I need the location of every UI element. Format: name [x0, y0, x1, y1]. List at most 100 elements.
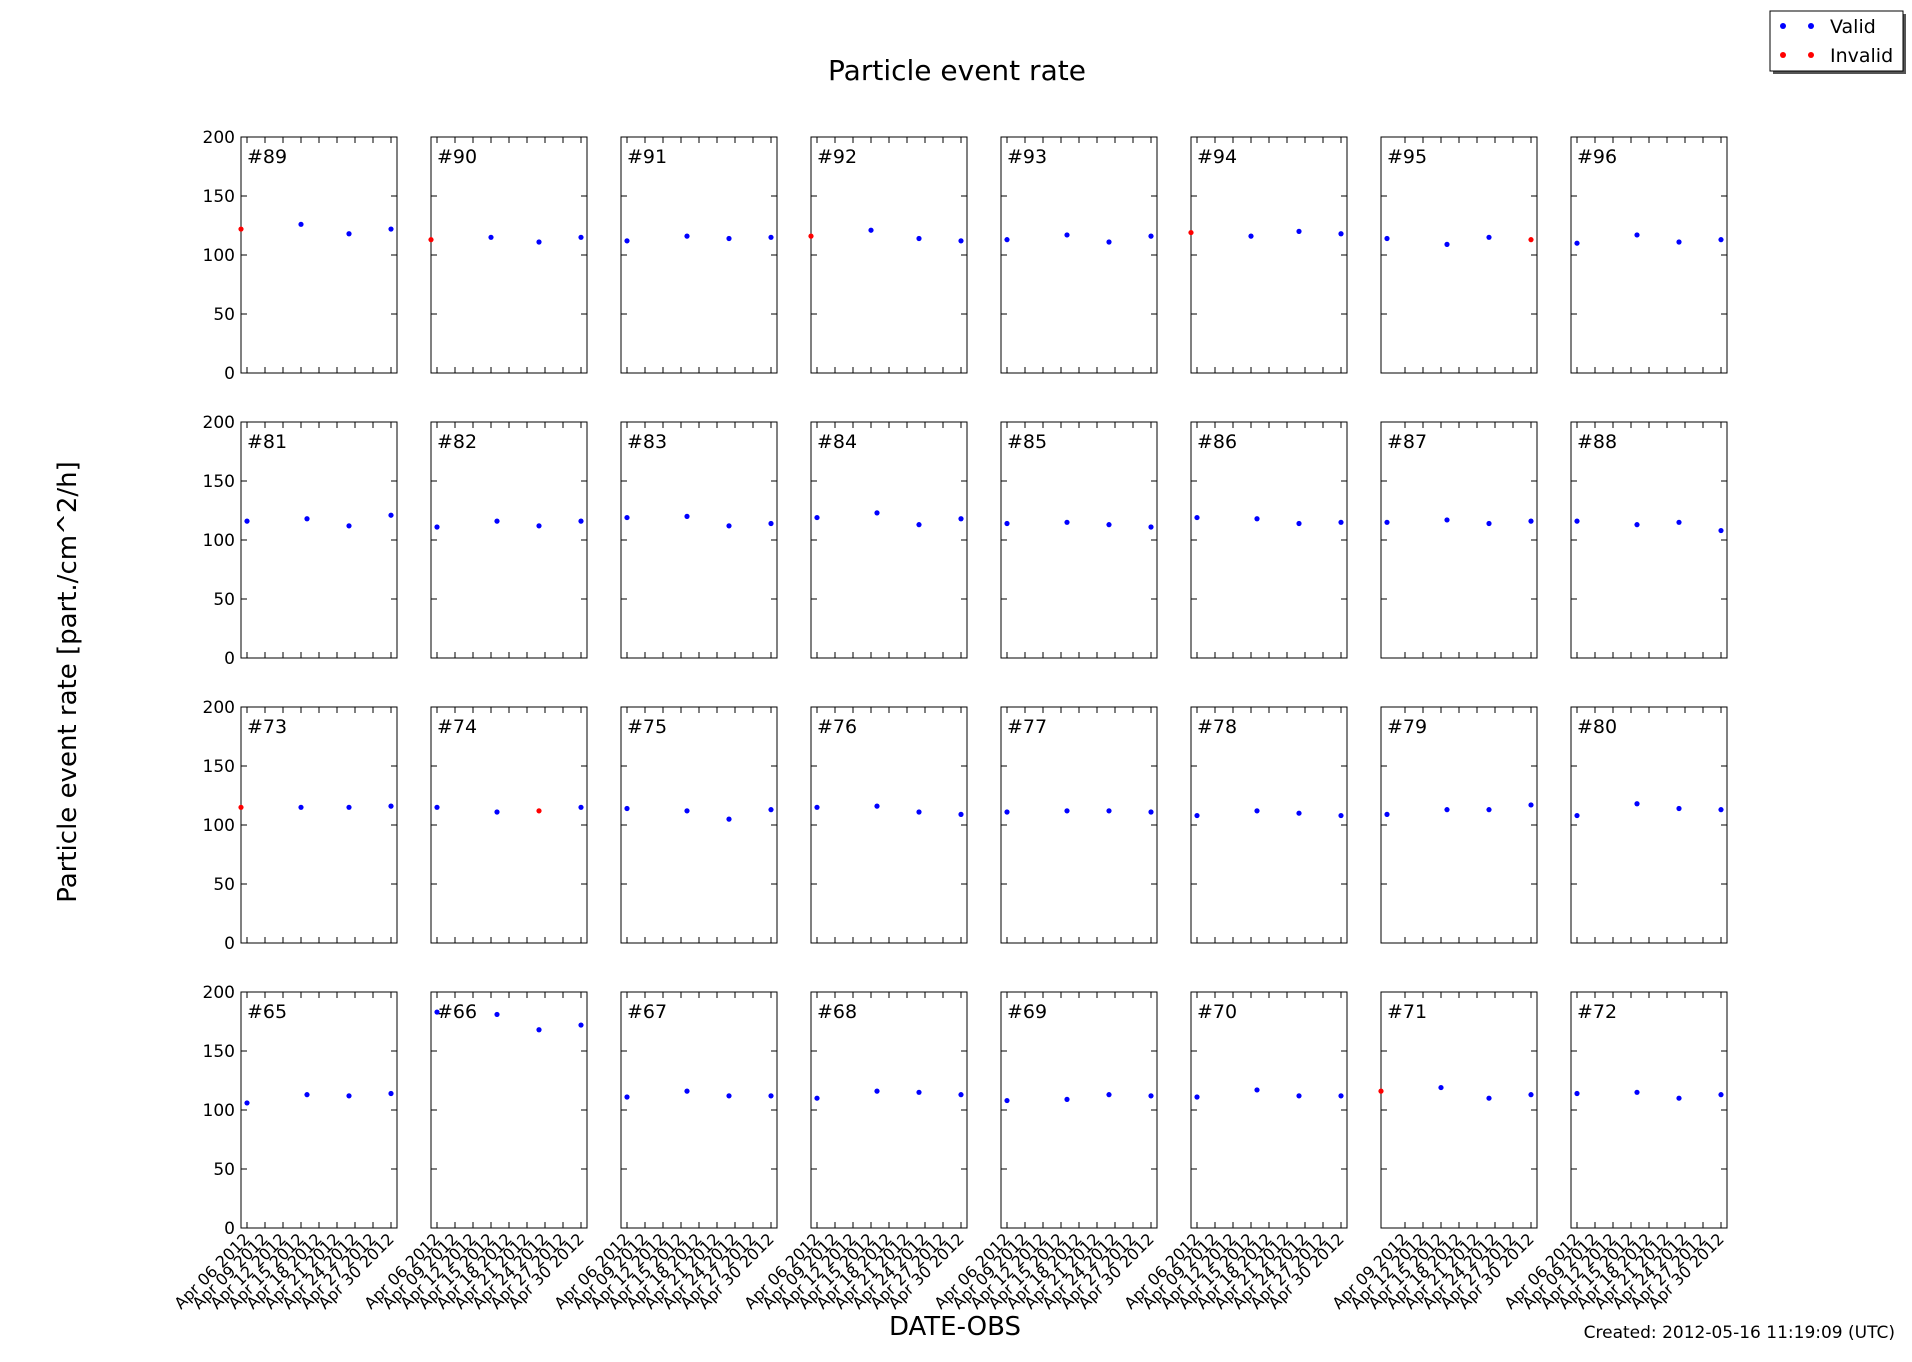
data-point-valid: [1106, 808, 1112, 814]
panel-frame: [620, 706, 778, 944]
panel-frame: [430, 421, 588, 659]
data-point-valid: [1384, 811, 1390, 817]
panel-94: #94: [1188, 136, 1348, 374]
data-point-valid: [1384, 519, 1390, 525]
y-tick-label: 200: [203, 413, 235, 433]
panel-label: #96: [1577, 146, 1617, 168]
y-tick-label: 150: [203, 472, 235, 492]
panel-label: #89: [247, 146, 287, 168]
panel-frame: [810, 136, 968, 374]
panel-83: #83: [620, 421, 778, 659]
panel-frame: [1190, 136, 1348, 374]
panel-label: #93: [1007, 146, 1047, 168]
data-point-valid: [684, 808, 690, 814]
data-point-valid: [814, 804, 820, 810]
panel-label: #74: [437, 716, 477, 738]
panel-86: #86: [1190, 421, 1348, 659]
data-point-valid: [298, 221, 304, 227]
data-point-valid: [726, 816, 732, 822]
panel-frame: [1380, 706, 1538, 944]
data-point-valid: [814, 514, 820, 521]
data-point-valid: [578, 518, 584, 524]
data-point-valid: [1574, 1090, 1580, 1097]
data-point-valid: [1634, 522, 1640, 528]
panel-87: #87: [1380, 421, 1538, 659]
data-point-valid: [1338, 812, 1344, 819]
panel-label: #81: [247, 431, 287, 453]
data-point-valid: [434, 1009, 440, 1015]
data-point-valid: [916, 809, 922, 815]
data-point-valid: [304, 1092, 310, 1098]
legend-valid-label: Valid: [1830, 16, 1876, 38]
data-point-valid: [916, 235, 922, 242]
data-point-valid: [768, 520, 774, 527]
panel-75: #75: [620, 706, 778, 944]
panel-81: 0 50 100 150 200 #81: [203, 413, 398, 669]
panel-label: #73: [247, 716, 287, 738]
panel-label: #68: [817, 1001, 857, 1023]
data-point-valid: [726, 1093, 732, 1099]
panel-frame: [620, 136, 778, 374]
data-point-valid: [536, 239, 542, 245]
data-point-valid: [346, 804, 352, 810]
data-point-valid: [1194, 1094, 1200, 1100]
data-point-valid: [1004, 1097, 1010, 1104]
data-point-invalid: [428, 237, 434, 243]
panel-frame: [620, 421, 778, 659]
data-point-valid: [578, 804, 584, 810]
panel-label: #82: [437, 431, 477, 453]
legend-frame: [1769, 10, 1904, 72]
data-point-valid: [388, 1090, 394, 1097]
legend-valid-marker-2: [1808, 23, 1814, 29]
panel-label: #69: [1007, 1001, 1047, 1023]
data-point-valid: [1254, 1087, 1260, 1093]
panel-77: #77: [1000, 706, 1158, 944]
data-point-valid: [1718, 527, 1724, 534]
data-point-valid: [1718, 237, 1724, 243]
data-point-valid: [874, 803, 880, 809]
data-point-valid: [1338, 1093, 1344, 1099]
data-point-valid: [1676, 1095, 1682, 1101]
panel-frame: [1000, 421, 1158, 659]
panel-78: #78: [1190, 706, 1348, 944]
data-point-invalid: [238, 804, 244, 810]
panel-73: 0 50 100 150 200 #73: [203, 698, 398, 954]
data-point-valid: [1528, 802, 1534, 808]
data-point-valid: [578, 1022, 584, 1028]
panel-88: #88: [1570, 421, 1728, 659]
panel-label: #88: [1577, 431, 1617, 453]
y-tick-label: 50: [213, 875, 235, 895]
data-point-valid: [1338, 519, 1344, 525]
panel-frame: [1380, 421, 1538, 659]
data-point-valid: [304, 516, 310, 522]
data-point-valid: [1444, 807, 1450, 813]
data-point-valid: [868, 227, 874, 233]
y-tick-label: 50: [213, 590, 235, 610]
panel-label: #75: [627, 716, 667, 738]
panel-frame: [1000, 991, 1158, 1229]
data-point-valid: [624, 1094, 630, 1100]
panel-label: #66: [437, 1001, 477, 1023]
data-point-valid: [1574, 240, 1580, 246]
panel-label: #83: [627, 431, 667, 453]
panel-80: #80: [1570, 706, 1728, 944]
panel-frame: [1190, 421, 1348, 659]
data-point-valid: [768, 1093, 774, 1099]
panel-92: #92: [808, 136, 968, 374]
data-point-valid: [1004, 520, 1010, 527]
data-point-valid: [958, 1092, 964, 1098]
data-point-valid: [1634, 232, 1640, 238]
data-point-valid: [814, 1095, 820, 1101]
panel-grid: 0 50 100 150 200 #89 #90 #91 #92 #93 #94 #95 #96 0 50 1…: [170, 128, 1727, 1313]
data-point-valid: [1296, 520, 1302, 527]
data-point-valid: [536, 523, 542, 529]
data-point-valid: [1296, 228, 1302, 234]
panel-96: #96: [1570, 136, 1728, 374]
legend-valid-marker-1: [1780, 23, 1786, 29]
data-point-invalid: [1188, 229, 1194, 236]
panel-label: #72: [1577, 1001, 1617, 1023]
data-point-valid: [1676, 519, 1682, 525]
